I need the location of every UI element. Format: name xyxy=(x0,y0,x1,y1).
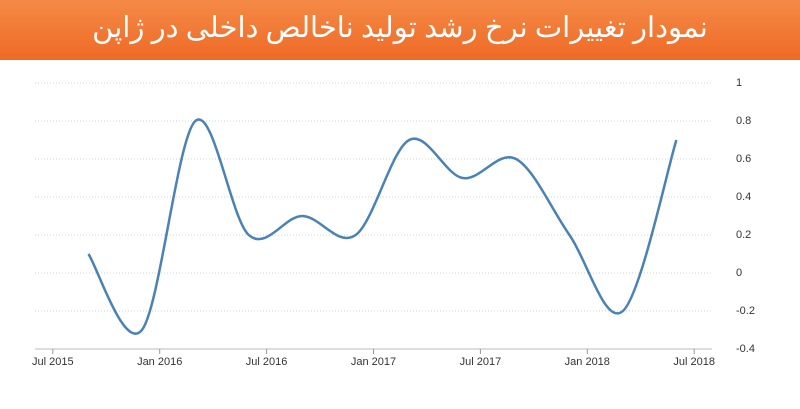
x-tick-label: Jan 2017 xyxy=(351,356,396,368)
y-tick-label: 0 xyxy=(736,267,742,279)
y-tick-label: -0.4 xyxy=(736,343,755,355)
y-tick-label: 0.4 xyxy=(736,191,751,203)
y-tick-label: 0.8 xyxy=(736,115,751,127)
chart-title: نمودار تغییرات نرخ رشد تولید ناخالص داخل… xyxy=(92,12,708,44)
y-tick-label: 0.6 xyxy=(736,153,751,165)
x-tick-label: Jan 2016 xyxy=(137,356,182,368)
y-tick-label: -0.2 xyxy=(736,305,755,317)
y-tick-label: 0.2 xyxy=(736,229,751,241)
title-banner xyxy=(0,0,800,60)
x-tick-label: Jul 2015 xyxy=(32,356,74,368)
x-tick-label: Jul 2017 xyxy=(460,356,502,368)
x-tick-label: Jan 2018 xyxy=(565,356,610,368)
x-tick-label: Jul 2018 xyxy=(673,356,715,368)
data-line xyxy=(87,118,678,335)
y-tick-label: 1 xyxy=(736,77,742,89)
x-tick-label: Jul 2016 xyxy=(246,356,288,368)
